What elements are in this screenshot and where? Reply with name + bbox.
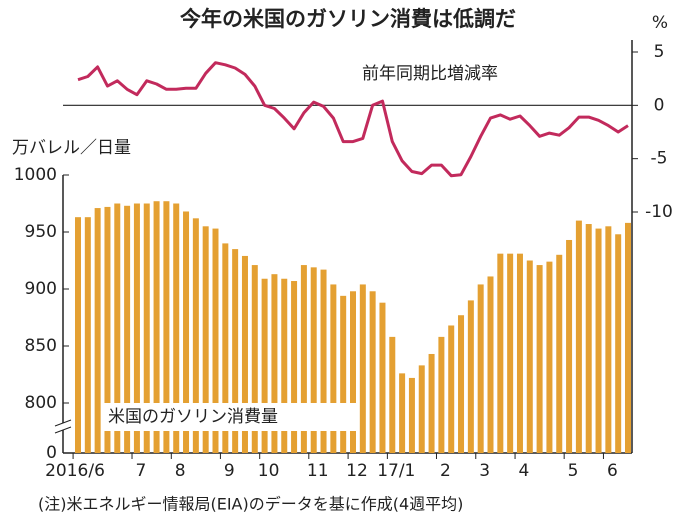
bar [163, 201, 170, 453]
x-tick-label: 4 [519, 461, 530, 481]
bar [428, 353, 435, 453]
bar [625, 222, 631, 453]
bar [310, 267, 317, 453]
x-tick-label: 2016/6 [45, 461, 105, 481]
x-tick-label: 7 [136, 461, 147, 481]
bar [300, 265, 307, 453]
line [77, 61, 629, 178]
bar [536, 265, 543, 453]
y-tick-label: 850 [25, 336, 57, 356]
bar [75, 217, 81, 453]
y-tick-label: 800 [25, 393, 57, 413]
bar [379, 302, 386, 453]
bar [320, 269, 327, 453]
x-tick-label: 10 [258, 461, 280, 481]
bar [350, 291, 356, 453]
bar [467, 300, 474, 453]
bar [615, 234, 622, 453]
bar [222, 243, 229, 453]
bar [585, 224, 592, 453]
y2-tick-label: 0 [654, 95, 665, 115]
bar [448, 325, 455, 453]
bar [595, 228, 602, 453]
bar [497, 253, 504, 453]
bar [232, 249, 239, 453]
bar [183, 211, 190, 453]
bar [173, 203, 180, 453]
bar [575, 220, 582, 453]
y-tick-label: 950 [25, 222, 57, 242]
bar [192, 218, 199, 453]
bar [291, 281, 298, 453]
bar [399, 373, 406, 453]
bar [340, 295, 347, 453]
bar [94, 208, 101, 453]
bar [389, 336, 396, 453]
x-tick-label: 17/1 [377, 461, 415, 481]
axis-break [54, 426, 72, 434]
bar [202, 226, 209, 453]
bar [114, 203, 121, 453]
y2-tick-label: -10 [645, 202, 673, 222]
y-axis-label: 万バレル／日量 [12, 138, 131, 158]
bar [281, 278, 288, 453]
x-tick-label: 2 [440, 461, 451, 481]
series-label: 米国のガソリン消費量 [108, 407, 278, 427]
x-tick-label: 6 [607, 461, 618, 481]
bar [241, 255, 248, 453]
bar [438, 336, 445, 453]
chart-title: 今年の米国のガソリン消費は低調だ [180, 7, 516, 31]
bar [153, 201, 160, 453]
bar [546, 261, 553, 453]
bar [359, 284, 366, 453]
bar [516, 253, 523, 453]
bar [369, 291, 376, 453]
bar [605, 226, 612, 453]
x-tick-label: 3 [479, 461, 490, 481]
bar [271, 274, 278, 453]
note: (注)米エネルギー情報局(EIA)のデータを基に作成(4週平均) [38, 495, 463, 514]
y-tick-label: 1000 [14, 165, 57, 185]
bar [143, 203, 150, 453]
axis-break [55, 423, 71, 430]
x-tick-label: 9 [224, 461, 235, 481]
y2-tick-label: 5 [654, 42, 665, 62]
bar [408, 377, 415, 453]
bar [458, 315, 465, 453]
y-tick-label: 0 [46, 443, 57, 463]
series-label: 前年同期比増減率 [362, 64, 498, 84]
bar [487, 276, 494, 453]
y2-tick-label: -5 [651, 149, 668, 169]
bar [566, 239, 573, 453]
y-tick-label: 900 [25, 279, 57, 299]
bar [330, 284, 337, 453]
bar [212, 228, 219, 453]
x-tick-label: 12 [346, 461, 368, 481]
bar [251, 265, 258, 453]
bar [124, 205, 131, 453]
bar [507, 253, 514, 453]
series-label-bg [104, 403, 358, 431]
bar [261, 278, 268, 453]
bar [477, 284, 484, 453]
x-tick-label: 11 [307, 461, 329, 481]
bar [556, 254, 563, 453]
x-tick-label: 5 [568, 461, 579, 481]
bar [418, 365, 425, 453]
bar [526, 260, 533, 453]
bar [104, 206, 111, 453]
bar [133, 203, 140, 453]
axis-break [54, 419, 72, 427]
x-tick-label: 8 [175, 461, 186, 481]
bar [84, 217, 91, 453]
y2-axis-label: % [652, 13, 668, 33]
